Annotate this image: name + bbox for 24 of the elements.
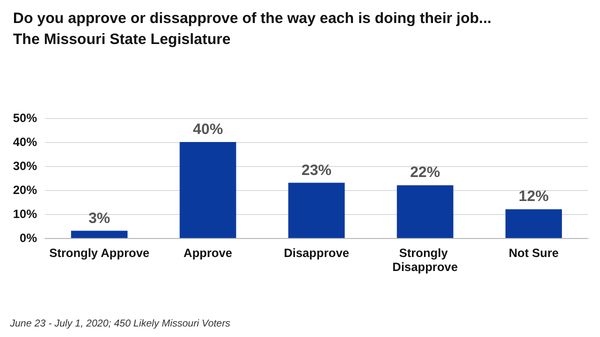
data-label: 22% — [410, 164, 440, 182]
x-tick-label: Not Sure — [508, 246, 560, 260]
data-label: 12% — [518, 188, 549, 206]
x-tick-label: Strongly Disapprove — [392, 246, 458, 274]
data-label: 23% — [301, 162, 332, 179]
y-tick-label: 40% — [12, 135, 38, 149]
bar — [288, 182, 345, 238]
y-tick-label: 0% — [20, 231, 38, 245]
x-tick-label: Disapprove — [284, 246, 350, 260]
data-label: 40% — [192, 121, 223, 138]
bar — [505, 209, 562, 238]
chart-subtitle: The Missouri State Legislature — [13, 31, 231, 48]
bar — [180, 142, 236, 238]
x-tick-label: Strongly Approve — [49, 246, 150, 260]
text: June 23 - July 1, 2020; 450 Likely Missouri Voters — [9, 318, 230, 330]
y-tick-label: 20% — [12, 183, 38, 197]
bar — [71, 230, 128, 238]
y-tick-label: 10% — [12, 207, 38, 221]
bar — [396, 185, 454, 238]
chart-title: Do you approve or dissapprove of the way each is doing their job... — [13, 10, 492, 27]
y-tick-label: 30% — [12, 159, 38, 173]
y-tick-label: 50% — [12, 111, 38, 125]
x-tick-label: Approve — [184, 246, 233, 260]
data-label: 3% — [88, 210, 110, 227]
